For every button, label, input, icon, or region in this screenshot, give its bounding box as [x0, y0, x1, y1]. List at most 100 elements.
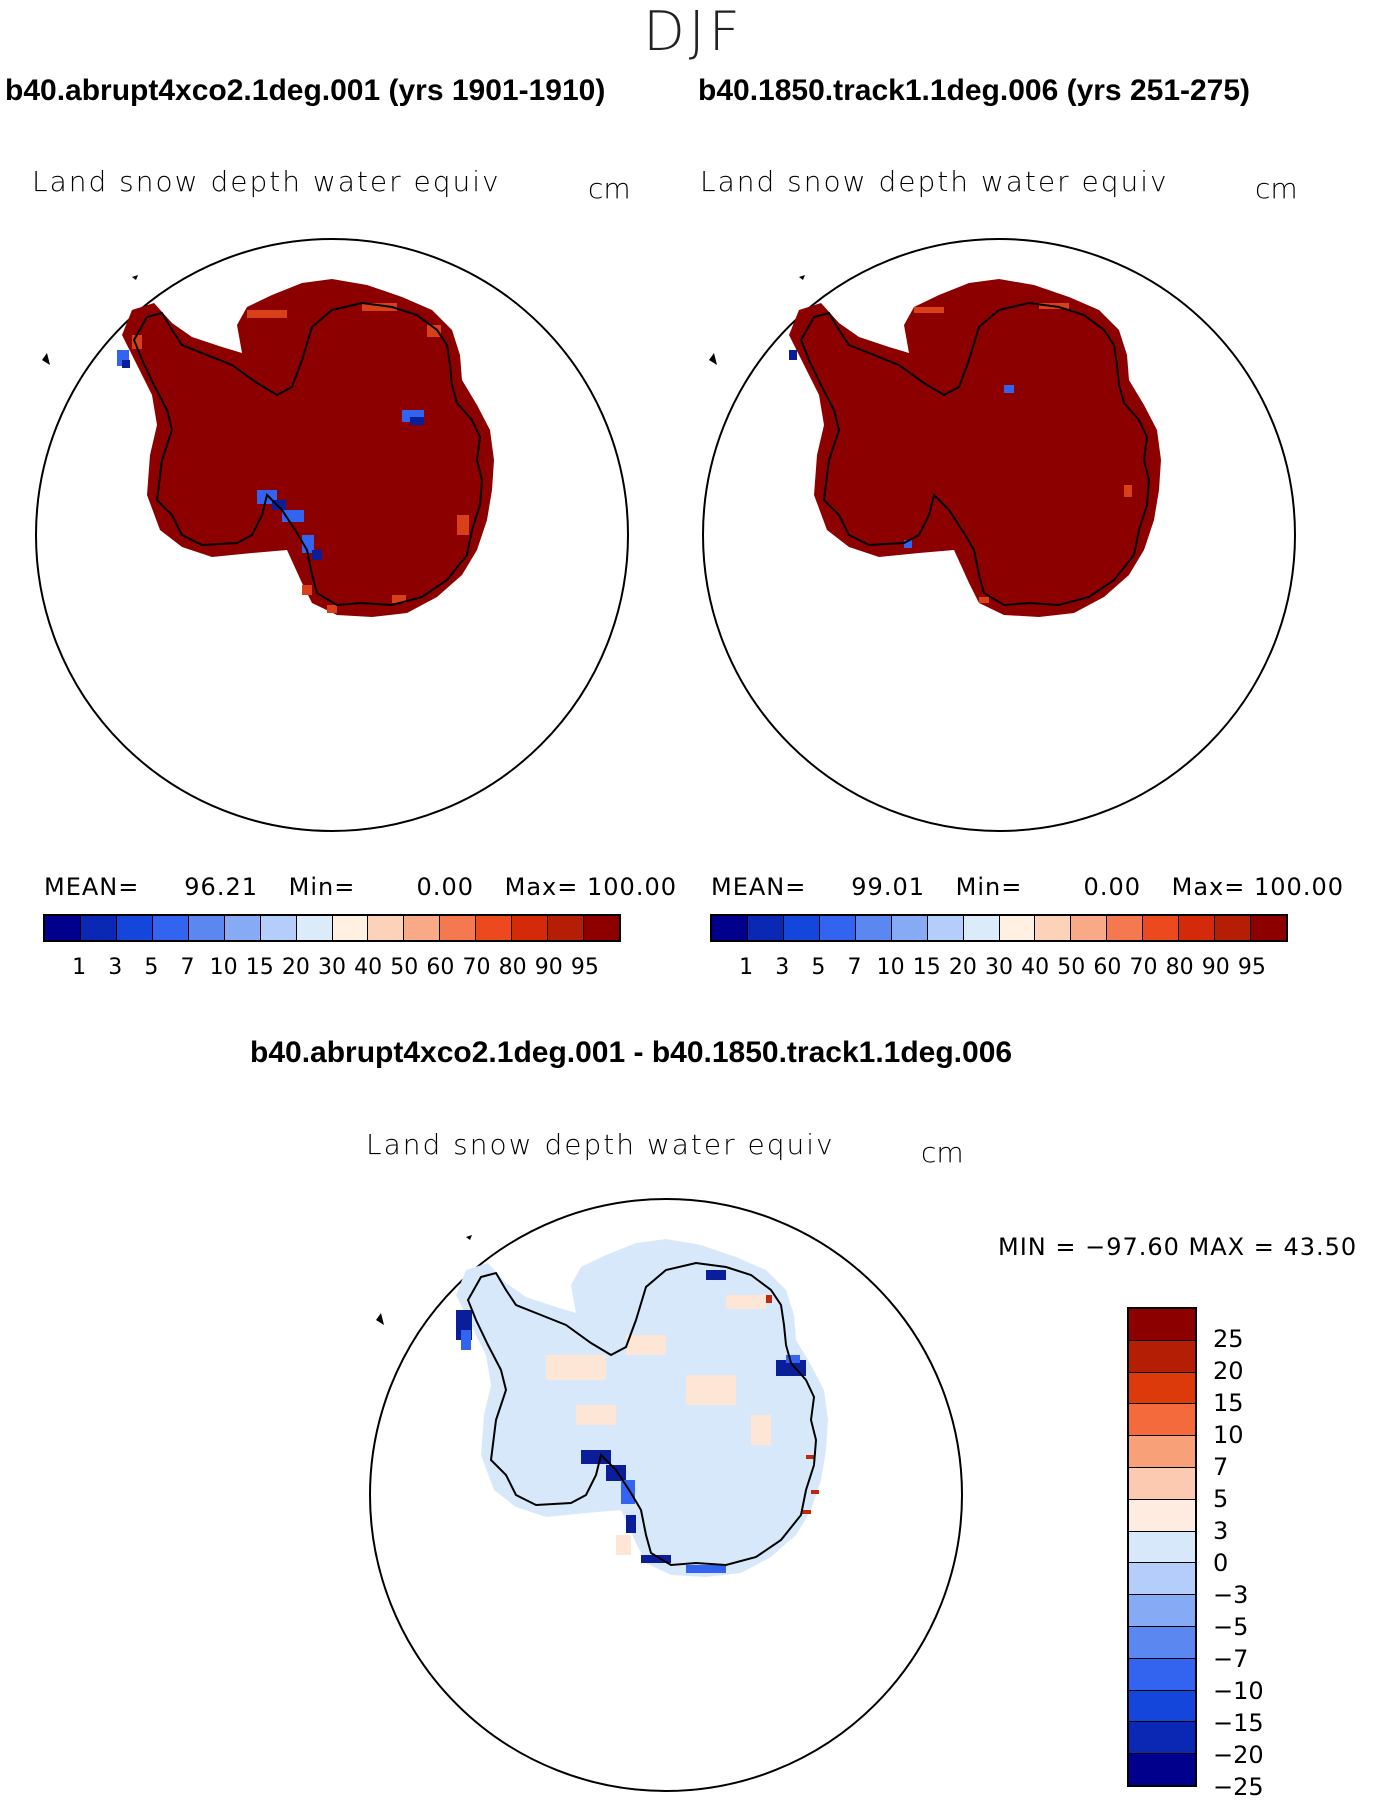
panel1-antarctica: [42, 275, 494, 617]
diff-colorbar-ticks: 25 20 15 10 7 5 3 0 −3 −5 −7 −10 −15 −20 −25: [1213, 1307, 1293, 1801]
diff-minmax-text: MIN = −97.60 MAX = 43.50: [998, 1233, 1358, 1261]
colorbar-tick-label: 80: [1165, 955, 1194, 980]
colorbar-swatch: [296, 916, 333, 940]
diff-title: b40.abrupt4xco2.1deg.001 - b40.1850.trac…: [250, 1036, 1013, 1069]
panel2-max-label: Max=: [1171, 873, 1246, 901]
negative-diff-cell: [786, 1355, 800, 1363]
snow-edge-cell: [132, 335, 142, 349]
panel2-max-value: 100.00: [1254, 873, 1344, 901]
colorbar-tick-label: −25: [1213, 1773, 1264, 1801]
season-title: DJF: [643, 0, 744, 63]
colorbar-swatch: [999, 916, 1036, 940]
snow-field: [789, 279, 1161, 617]
colorbar-tick-label: −7: [1213, 1645, 1249, 1673]
island-outline: [376, 1313, 384, 1325]
colorbar-tick-label: 90: [534, 955, 563, 980]
panel1-mean-value: 96.21: [184, 873, 258, 901]
colorbar-tick-label: 60: [426, 955, 455, 980]
colorbar-tick-label: 95: [1237, 955, 1266, 980]
colorbar-tick-label: −3: [1213, 1581, 1249, 1609]
colorbar-tick-label: 15: [245, 955, 274, 980]
panel1-min-label: Min=: [288, 873, 356, 901]
panel2-colorbar-ticks: 1 3 5 7 10 15 20 30 40 50 60 70 80 90 95: [710, 955, 1288, 985]
positive-diff-cell: [811, 1490, 819, 1494]
diff-colorbar: [1127, 1307, 1197, 1787]
colorbar-tick-label: 50: [1057, 955, 1086, 980]
colorbar-tick-label: 0: [1213, 1549, 1229, 1577]
colorbar-swatch: [404, 916, 441, 940]
colorbar-tick-label: −5: [1213, 1612, 1249, 1641]
panel1-max-label: Max=: [504, 873, 579, 901]
colorbar-swatch: [747, 916, 784, 940]
panel2-mean-value: 99.01: [851, 873, 925, 901]
colorbar-swatch: [1215, 916, 1252, 940]
colorbar-swatch: [1129, 1626, 1195, 1659]
colorbar-swatch: [712, 916, 748, 940]
low-snow-cell: [272, 500, 286, 510]
colorbar-tick-label: 40: [1021, 955, 1050, 980]
island-outline: [799, 275, 805, 280]
snow-edge-cell: [302, 585, 312, 595]
panel2-mean-label: MEAN=: [711, 873, 807, 901]
colorbar-swatch: [1071, 916, 1108, 940]
low-snow-cell: [410, 417, 424, 425]
snow-edge-cell: [427, 325, 441, 337]
colorbar-swatch: [332, 916, 369, 940]
colorbar-tick-label: 7: [847, 955, 862, 980]
island-outline: [466, 1235, 472, 1240]
colorbar-tick-label: −10: [1213, 1677, 1264, 1705]
colorbar-tick-label: −15: [1213, 1709, 1264, 1737]
colorbar-swatch: [1129, 1658, 1195, 1691]
colorbar-tick-label: 1: [72, 955, 87, 980]
snow-edge-cell: [327, 605, 337, 613]
panel1-variable-label: Land snow depth water equiv: [32, 165, 501, 198]
panel2-colorbar: [710, 914, 1288, 942]
colorbar-tick-label: 30: [985, 955, 1013, 980]
colorbar-swatch: [224, 916, 261, 940]
panel1-colorbar: [43, 914, 621, 942]
colorbar-swatch: [152, 916, 189, 940]
colorbar-tick-label: 3: [108, 955, 123, 980]
colorbar-swatch: [1129, 1467, 1195, 1500]
colorbar-tick-label: 10: [1213, 1421, 1244, 1449]
positive-diff-cell: [801, 1510, 811, 1514]
colorbar-swatch: [1107, 916, 1144, 940]
panel2-min-value: 0.00: [1083, 873, 1141, 901]
panel1-colorbar-ticks: 1 3 5 7 10 15 20 30 40 50 60 70 80 90 95: [43, 955, 621, 985]
positive-diff-cell: [751, 1415, 771, 1445]
colorbar-tick-label: 60: [1093, 955, 1122, 980]
colorbar-tick-label: 25: [1213, 1325, 1244, 1353]
diff-antarctica: [376, 1235, 828, 1577]
panel2-units-label: cm: [1255, 172, 1298, 205]
colorbar-swatch: [1251, 916, 1286, 940]
colorbar-swatch: [1129, 1690, 1195, 1723]
colorbar-swatch: [440, 916, 477, 940]
colorbar-swatch: [855, 916, 892, 940]
negative-diff-cell: [686, 1565, 726, 1573]
panel2-antarctica: [709, 275, 1161, 617]
colorbar-swatch: [1129, 1404, 1195, 1437]
snow-edge-cell: [247, 310, 287, 318]
colorbar-tick-label: 10: [876, 955, 905, 980]
low-snow-cell: [312, 550, 322, 560]
colorbar-tick-label: 90: [1201, 955, 1230, 980]
colorbar-tick-label: −20: [1213, 1741, 1264, 1769]
snow-edge-cell: [1124, 485, 1132, 497]
positive-diff-cell: [686, 1375, 736, 1405]
colorbar-tick-label: 5: [144, 955, 159, 980]
colorbar-swatch: [260, 916, 297, 940]
colorbar-swatch: [1179, 916, 1216, 940]
low-snow-cell: [904, 540, 912, 548]
snow-field: [122, 279, 494, 617]
snow-edge-cell: [362, 303, 397, 311]
diff-units-label: cm: [921, 1136, 964, 1169]
positive-diff-cell: [616, 1535, 631, 1555]
colorbar-swatch: [188, 916, 225, 940]
coastline: [466, 1261, 818, 1567]
island-outline: [42, 353, 50, 365]
colorbar-tick-label: 7: [1213, 1452, 1229, 1481]
colorbar-swatch: [891, 916, 928, 940]
